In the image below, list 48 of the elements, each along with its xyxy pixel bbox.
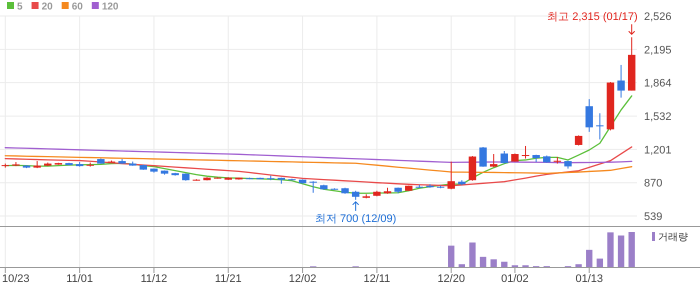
legend-label: 20 [42,2,54,12]
x-tick-label: 12/11 [364,273,390,285]
bar [628,232,635,267]
legend-label: 거래량 [658,232,688,243]
candlestick [586,98,593,132]
legend-label: 60 [72,2,84,12]
bar [596,258,604,267]
annotation: 최고 2,315 (01/17) [547,11,638,24]
y-tick-label: 1,532 [644,111,672,124]
x-tick-label: 10/23 [2,273,30,285]
y-tick-label: 2,195 [644,44,672,56]
y-tick-label: 2,526 [644,11,672,23]
candlestick [352,190,360,200]
candlestick [479,146,487,168]
candlestick [490,154,498,168]
bar [448,246,454,267]
x-tick-label: 12/02 [288,273,316,285]
candlestick [522,145,530,160]
candlestick [447,161,455,190]
line-series [4,155,632,174]
y-tick-label: 1,201 [644,144,672,156]
candlestick [309,180,317,194]
x-tick-label: 11/12 [140,273,168,285]
candlestick [574,134,582,146]
x-tick-label: 12/20 [437,273,465,285]
x-tick-label: 11/01 [66,273,93,285]
y-tick-label: 1,864 [644,78,672,90]
bar [501,262,508,267]
bar [490,259,497,267]
candlestick [468,156,476,182]
legend-label: 5 [17,2,23,12]
bar [607,232,614,267]
legend-label: 120 [102,2,119,12]
bar [480,256,486,267]
annotation: 최저 700 (12/09) [314,212,396,225]
bar [586,250,592,267]
x-tick-label: 01/13 [575,273,603,285]
bar [458,264,466,267]
y-tick-label: 870 [644,178,662,190]
x-tick-label: 01/02 [501,273,529,285]
y-tick-label: 539 [644,211,662,224]
bar [618,236,624,267]
bar [469,242,476,267]
candlestick [500,150,508,164]
candlestick [617,64,625,98]
bar [575,264,582,267]
candlestick [596,112,604,140]
x-tick-label: 11/21 [214,273,242,285]
